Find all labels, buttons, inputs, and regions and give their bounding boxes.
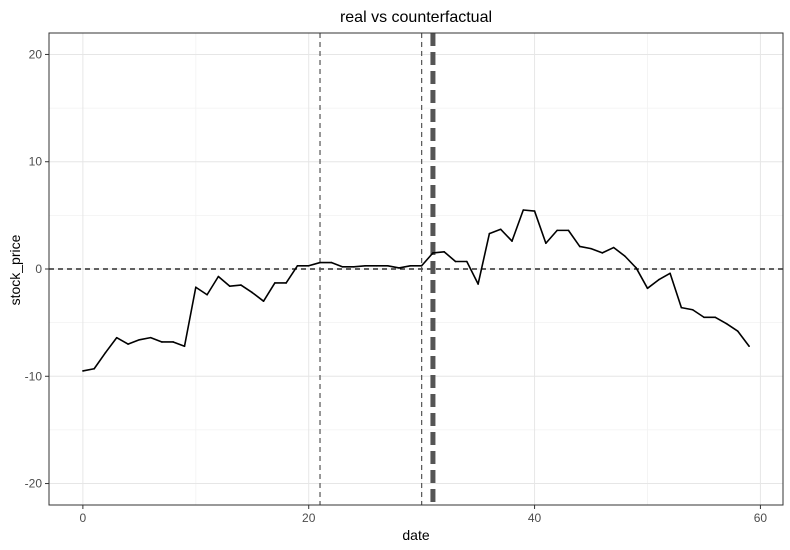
data-point bbox=[82, 370, 84, 372]
x-tick-label: 60 bbox=[754, 511, 768, 525]
data-point bbox=[590, 247, 592, 250]
data-point bbox=[567, 229, 570, 232]
series-layer bbox=[82, 209, 750, 372]
chart-title: real vs counterfactual bbox=[340, 9, 492, 26]
data-point bbox=[737, 330, 739, 333]
data-point bbox=[533, 210, 536, 212]
data-point bbox=[364, 264, 366, 267]
data-point bbox=[432, 252, 434, 254]
data-point bbox=[398, 267, 400, 269]
data-point bbox=[409, 264, 412, 267]
data-point bbox=[341, 266, 344, 268]
data-point bbox=[748, 345, 750, 348]
y-tick-label: 10 bbox=[29, 155, 43, 169]
data-point bbox=[206, 293, 208, 296]
data-point bbox=[138, 339, 141, 341]
data-point bbox=[104, 351, 107, 354]
data-point bbox=[375, 264, 378, 267]
data-point bbox=[466, 260, 468, 263]
data-point bbox=[420, 264, 423, 267]
data-point bbox=[296, 264, 299, 267]
data-point bbox=[714, 316, 717, 319]
data-point bbox=[319, 261, 321, 264]
x-tick-label: 40 bbox=[528, 511, 542, 525]
data-point bbox=[578, 245, 581, 248]
y-tick-label: 0 bbox=[35, 262, 42, 276]
data-point bbox=[330, 261, 333, 264]
data-point bbox=[251, 291, 254, 294]
data-point bbox=[172, 341, 175, 343]
data-point bbox=[228, 285, 231, 287]
data-point bbox=[161, 341, 163, 343]
data-point bbox=[183, 345, 186, 348]
data-point bbox=[217, 275, 220, 278]
data-point bbox=[443, 251, 446, 253]
data-point bbox=[477, 283, 479, 285]
data-point bbox=[454, 260, 457, 263]
series-line bbox=[82, 209, 750, 372]
x-axis-ticks: 0 20 40 60 bbox=[80, 505, 768, 525]
data-point bbox=[511, 240, 513, 242]
x-tick-label: 20 bbox=[302, 511, 316, 525]
data-point bbox=[285, 282, 287, 284]
data-point bbox=[262, 300, 265, 302]
data-point bbox=[691, 308, 694, 311]
data-point bbox=[612, 246, 615, 249]
x-tick-label: 0 bbox=[80, 511, 87, 525]
data-point bbox=[703, 316, 705, 319]
data-point bbox=[725, 322, 728, 325]
data-point bbox=[115, 336, 118, 339]
data-point bbox=[545, 242, 547, 245]
data-point bbox=[307, 264, 310, 267]
data-point bbox=[240, 284, 242, 286]
y-axis-ticks: -20 -10 0 10 20 bbox=[25, 47, 49, 491]
data-point bbox=[635, 267, 637, 269]
data-point bbox=[488, 232, 491, 235]
data-point bbox=[601, 252, 604, 254]
data-point bbox=[646, 287, 649, 290]
y-tick-label: -20 bbox=[25, 477, 43, 491]
data-point bbox=[353, 266, 355, 268]
reference-lines bbox=[49, 33, 783, 505]
data-point bbox=[556, 229, 558, 232]
data-point bbox=[195, 286, 197, 289]
data-point bbox=[680, 306, 683, 309]
data-point bbox=[93, 367, 95, 370]
data-point bbox=[522, 209, 525, 211]
y-axis-title: stock_price bbox=[7, 234, 23, 305]
data-point bbox=[386, 264, 389, 267]
data-point bbox=[274, 282, 276, 284]
grid-lines bbox=[49, 33, 783, 505]
data-point bbox=[669, 272, 671, 275]
y-tick-label: 20 bbox=[29, 47, 43, 61]
y-tick-label: -10 bbox=[25, 369, 43, 383]
data-point bbox=[127, 343, 129, 345]
data-point bbox=[624, 255, 626, 257]
data-point bbox=[657, 278, 660, 281]
x-axis-title: date bbox=[402, 527, 429, 543]
data-point bbox=[149, 336, 152, 339]
data-point bbox=[499, 228, 502, 231]
